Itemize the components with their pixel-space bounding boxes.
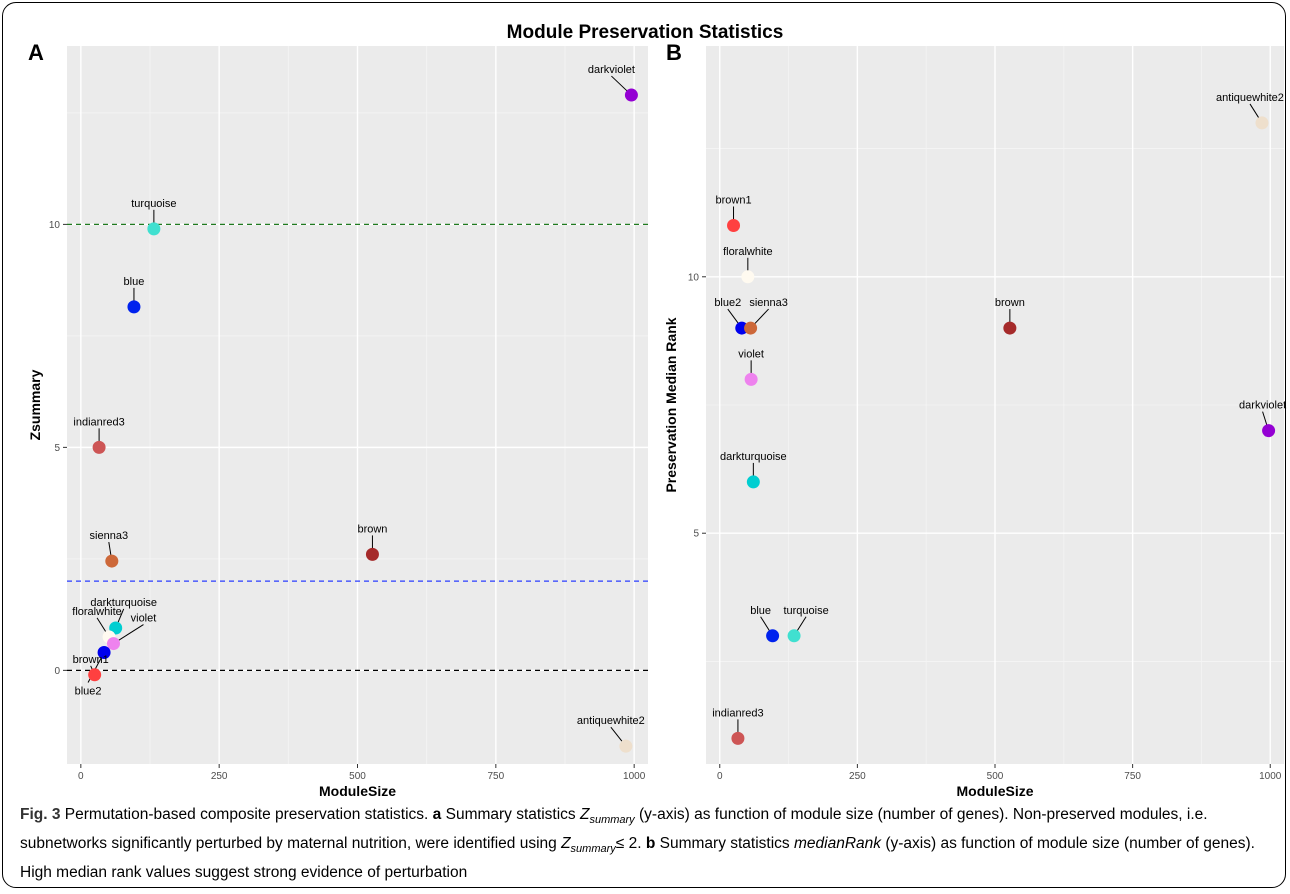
panel-a-point-sienna3 (105, 554, 119, 568)
panel-b-y-tick-label: 10 (688, 272, 700, 283)
panel-a-point-label-floralwhite: floralwhite (72, 606, 122, 618)
panel-a-point-blue2 (97, 646, 111, 660)
panel-a-x-tick-label: 250 (211, 771, 228, 782)
panel-b-point-label-blue2: blue2 (714, 297, 741, 309)
panel-a-x-tick-label: 500 (349, 771, 366, 782)
caption-z-sub-1: summary (589, 814, 635, 827)
panel-a-x-tick-label: 1000 (623, 771, 646, 782)
caption-b-text-1: Summary statistics (659, 835, 790, 853)
caption-median-rank: medianRank (794, 835, 882, 853)
panel-a-point-label-antiquewhite2: antiquewhite2 (577, 715, 645, 727)
caption-a-text-3: ≤ 2. (615, 835, 642, 853)
panel-b-point-label-blue: blue (750, 605, 771, 617)
panel-b-point-violet (744, 372, 758, 386)
panel-b-point-label-turquoise: turquoise (783, 605, 828, 617)
panel-b-y-tick-label: 5 (693, 529, 699, 540)
panel-b-y-axis-title: Preservation Median Rank (663, 317, 679, 492)
caption-z-main-2: Z (561, 835, 571, 853)
panel-a-point-label-blue2: blue2 (75, 686, 102, 698)
panel-b-point-label-floralwhite: floralwhite (723, 246, 773, 258)
panel-a-x-tick-label: 750 (487, 771, 504, 782)
caption-z-sub-2: summary (570, 843, 616, 856)
panel-b-point-darkturquoise (746, 475, 760, 489)
panel-a-point-label-sienna3: sienna3 (90, 530, 129, 542)
panel-a-point-label-indianred3: indianred3 (73, 416, 124, 428)
panel-a-x-tick-label: 0 (78, 771, 84, 782)
panel-a-point-label-blue: blue (124, 276, 145, 288)
panel-b-point-label-brown1: brown1 (715, 195, 751, 207)
panel-b-point-brown (1003, 321, 1017, 335)
panel-a-point-brown1 (88, 668, 102, 682)
figure-title: Module Preservation Statistics (506, 22, 784, 43)
caption-b-letter: b (645, 835, 656, 853)
panel-b-point-label-darkturquoise: darkturquoise (720, 451, 787, 463)
panel-a-point-label-brown: brown (357, 523, 387, 535)
panel-a-point-turquoise (147, 222, 161, 236)
caption-a-letter: a (432, 806, 442, 823)
panel-a-point-brown (365, 547, 379, 561)
panel-a-letter: A (28, 40, 44, 65)
panel-a-point-label-violet: violet (131, 613, 157, 625)
panel-a-y-tick-label: 10 (49, 220, 61, 231)
panel-a-point-label-darkviolet: darkviolet (588, 64, 635, 76)
panel-a-y-tick-label: 5 (54, 443, 60, 454)
panel-b-point-label-sienna3: sienna3 (749, 297, 788, 309)
figure-caption: Fig. 3 Permutation-based composite prese… (20, 803, 1275, 884)
caption-intro: Permutation-based composite preservation… (64, 806, 429, 823)
panel-a-y-tick-label: 0 (54, 666, 60, 677)
panel-b-x-tick-label: 0 (717, 771, 723, 782)
panel-b-x-tick-label: 250 (849, 771, 866, 782)
panel-a-point-label-turquoise: turquoise (131, 198, 176, 210)
panel-a-point-label-darkturquoise: darkturquoise (90, 597, 157, 609)
panel-a-point-blue (127, 300, 141, 314)
panel-a-y-axis-title: Zsummary (27, 369, 43, 440)
panel-b-point-blue (766, 629, 780, 643)
panel-b-letter: B (666, 40, 682, 65)
panel-b-point-floralwhite (741, 270, 755, 284)
panel-b-point-label-antiquewhite2: antiquewhite2 (1216, 92, 1284, 104)
panel-b-point-brown1 (727, 219, 741, 232)
panel-b-point-label-violet: violet (738, 348, 764, 360)
panel-a-point-darkviolet (624, 88, 638, 102)
panel-b-x-tick-label: 1000 (1259, 771, 1282, 782)
caption-figure-label: Fig. 3 (20, 806, 61, 823)
panel-b-point-darkviolet (1262, 424, 1276, 438)
panel-b-point-antiquewhite2 (1255, 116, 1269, 130)
panel-b-point-indianred3 (731, 731, 745, 745)
caption-a-text-1: Summary statistics (445, 806, 576, 823)
panel-b-point-label-brown: brown (995, 297, 1025, 309)
panel-a-point-darkturquoise (109, 621, 123, 635)
panel-b-x-tick-label: 500 (987, 771, 1004, 782)
scatter-charts: 0 250 500 750 1000 0 5 10 ModuleSize Zsummary dark… (27, 46, 1286, 799)
panel-a-point-antiquewhite2 (619, 739, 633, 753)
panel-b-x-tick-label: 750 (1124, 771, 1141, 782)
panel-a-point-indianred3 (92, 440, 106, 454)
caption-a-text-2: (y-axis) as function of module size (num… (20, 806, 1208, 853)
panel-a-x-axis-title: ModuleSize (319, 783, 396, 799)
caption-z-main-1: Z (579, 806, 590, 823)
caption-b-text-2: (y-axis) as function of module size (num… (20, 835, 1255, 882)
panel-a-point-label-brown1: brown1 (73, 654, 109, 666)
panel-b-x-axis-title: ModuleSize (956, 783, 1033, 799)
panel-b-point-turquoise (787, 629, 801, 643)
panel-b-point-label-indianred3: indianred3 (712, 707, 763, 719)
panel-b-point-sienna3 (744, 321, 758, 335)
panel-b-point-label-darkviolet: darkviolet (1239, 400, 1286, 412)
panel-a-point-violet (106, 637, 120, 651)
